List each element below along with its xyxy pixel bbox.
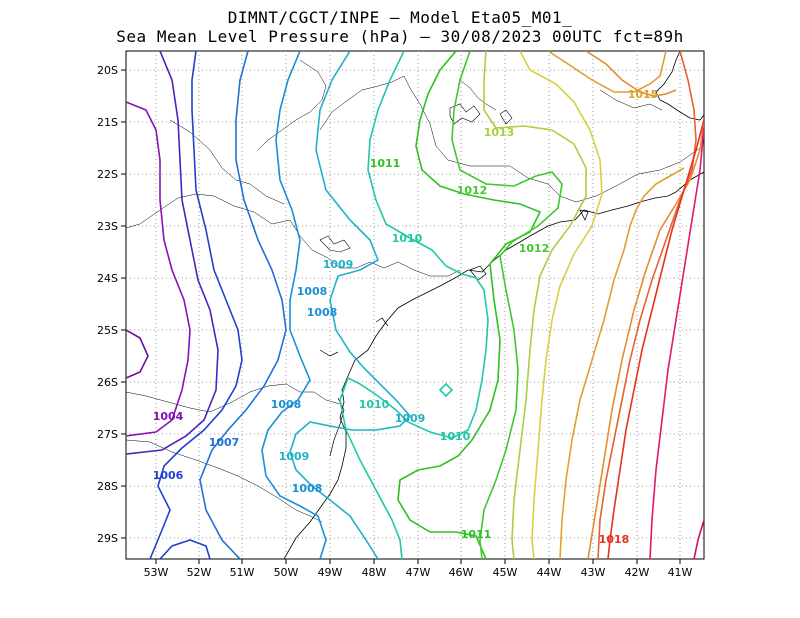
isobar-1019 [649, 127, 704, 559]
lon-tick-label: 51W [230, 566, 255, 579]
axis-ticks [121, 69, 681, 564]
contour-label: 1009 [323, 258, 354, 271]
lat-tick-label: 28S [97, 480, 118, 493]
state-borders [126, 59, 701, 523]
contour-label: 1009 [279, 450, 310, 463]
lon-tick-label: 52W [187, 566, 212, 579]
coastline [283, 171, 704, 559]
lon-tick-label: 47W [406, 566, 431, 579]
contour-labels: 1015 1013 1011 1012 1010 1012 1009 1008 … [153, 88, 659, 546]
lon-tick-label: 45W [493, 566, 518, 579]
isobar-1006-low [159, 539, 211, 559]
isobar-1008 [261, 51, 327, 559]
contour-label: 1006 [153, 469, 184, 482]
coastline-north [655, 51, 704, 121]
isobar-1013 [483, 51, 587, 559]
lon-tick-label: 49W [318, 566, 343, 579]
contour-label: 1007 [209, 436, 240, 449]
lat-tick-label: 27S [97, 428, 118, 441]
contour-label: 1008 [271, 398, 302, 411]
contour-label: 1012 [457, 184, 488, 197]
isobar-1004 [126, 101, 191, 437]
lon-tick-label: 53W [144, 566, 169, 579]
contour-label: 1013 [484, 126, 515, 139]
coastal-lagoon [319, 209, 589, 457]
lat-tick-label: 25S [97, 324, 118, 337]
chart-title-line1: DIMNT/CGCT/INPE – Model Eta05_M01_ [227, 8, 573, 27]
isobar-1012 [451, 51, 563, 559]
lon-tick-label: 44W [537, 566, 562, 579]
isobar-1009 [289, 51, 412, 559]
isobar-1005 [126, 51, 219, 455]
lon-tick-label: 50W [274, 566, 299, 579]
lat-tick-label: 21S [97, 116, 118, 129]
contour-label: 1018 [599, 533, 630, 546]
isobar-1017 [597, 51, 697, 559]
y-axis-labels: 20S 21S 22S 23S 24S 25S 26S 27S 28S 29S [97, 64, 118, 545]
contour-label: 1011 [370, 157, 401, 170]
lon-tick-label: 43W [581, 566, 606, 579]
isobar-1020 [693, 519, 704, 559]
contour-label: 1009 [395, 412, 426, 425]
isobar-1014 [519, 51, 603, 559]
isobar-1007 [199, 51, 287, 559]
lat-tick-label: 22S [97, 168, 118, 181]
isobar-1010 [339, 51, 489, 559]
isobar-1018 [607, 119, 704, 559]
contour-label: 1008 [297, 285, 328, 298]
reservoirs [319, 103, 513, 253]
lat-tick-label: 23S [97, 220, 118, 233]
contour-label: 1010 [440, 430, 471, 443]
contour-label: 1010 [392, 232, 423, 245]
isobar-1016 [585, 51, 704, 559]
contour-label: 1004 [153, 410, 184, 423]
contour-label: 1008 [292, 482, 323, 495]
lon-tick-label: 48W [362, 566, 387, 579]
isobar-1010-closed [438, 382, 454, 398]
x-axis-labels: 53W 52W 51W 50W 49W 48W 47W 46W 45W 44W … [144, 566, 693, 579]
contour-label: 1008 [307, 306, 338, 319]
isobar-1003 [126, 329, 149, 379]
lon-tick-label: 46W [449, 566, 474, 579]
isobar-1011 [397, 51, 542, 559]
isobars [126, 51, 704, 559]
isobar-1006 [149, 51, 243, 559]
lon-tick-label: 41W [668, 566, 693, 579]
chart-title-line2: Sea Mean Level Pressure (hPa) – 30/08/20… [116, 27, 684, 46]
contour-label: 1012 [519, 242, 550, 255]
lat-tick-label: 20S [97, 64, 118, 77]
contour-label: 1015 [628, 88, 659, 101]
contour-label: 1011 [461, 528, 492, 541]
lat-tick-label: 26S [97, 376, 118, 389]
lat-tick-label: 29S [97, 532, 118, 545]
contour-label: 1010 [359, 398, 390, 411]
lon-tick-label: 42W [625, 566, 650, 579]
isobar-1015 [547, 51, 685, 559]
lat-tick-label: 24S [97, 272, 118, 285]
